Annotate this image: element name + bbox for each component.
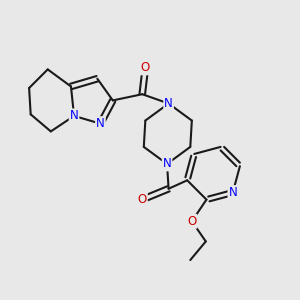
Text: O: O	[138, 193, 147, 206]
Text: O: O	[187, 215, 196, 228]
Text: N: N	[228, 186, 237, 199]
Text: N: N	[70, 110, 78, 122]
Text: O: O	[141, 61, 150, 74]
Text: N: N	[163, 158, 171, 170]
Text: N: N	[96, 117, 105, 130]
Text: N: N	[164, 97, 173, 110]
